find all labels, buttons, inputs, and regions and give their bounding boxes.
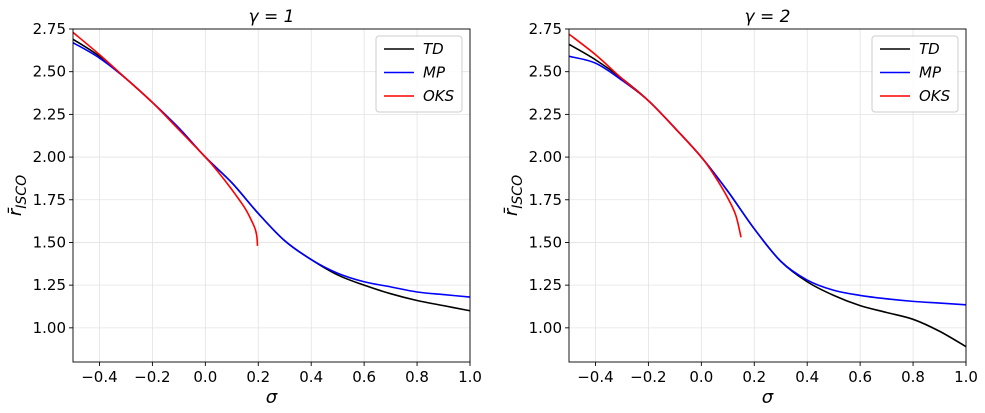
x-tick-label: 0.2 bbox=[742, 368, 766, 386]
legend: TD MP OKS bbox=[871, 35, 959, 113]
legend-label-mp: MP bbox=[919, 64, 942, 82]
axes-frame bbox=[72, 28, 471, 363]
y-tick-label: 1.50 bbox=[529, 233, 562, 251]
y-tick-label: 2.50 bbox=[529, 63, 562, 81]
chart-title: γ = 1 bbox=[249, 7, 295, 27]
x-tick-label: 0.8 bbox=[405, 368, 429, 386]
legend-label-td: TD bbox=[423, 40, 444, 58]
y-tick-label: 2.25 bbox=[33, 105, 66, 123]
legend-box bbox=[375, 35, 463, 113]
x-tick-label: 0.0 bbox=[193, 368, 217, 386]
y-tick-label: 1.00 bbox=[529, 319, 562, 337]
y-tick-label: 1.75 bbox=[529, 191, 562, 209]
series-line-oks bbox=[73, 31, 259, 246]
series-line-oks bbox=[569, 33, 742, 238]
x-tick-label: −0.2 bbox=[630, 368, 666, 386]
legend: TD MP OKS bbox=[375, 35, 463, 113]
axes-frame bbox=[568, 28, 967, 363]
y-axis-label-main: r̄ bbox=[5, 207, 26, 216]
legend-label-td: TD bbox=[919, 40, 940, 58]
x-tick-label: 1.0 bbox=[954, 368, 978, 386]
legend-box bbox=[871, 35, 959, 113]
y-axis-label-subscript: ISCO bbox=[14, 175, 30, 209]
y-tick-label: 1.75 bbox=[33, 191, 66, 209]
y-tick-label: 2.50 bbox=[33, 63, 66, 81]
y-axis-label-subscript: ISCO bbox=[510, 175, 526, 209]
y-axis-label-main: r̄ bbox=[501, 207, 522, 216]
x-axis-label: σ bbox=[762, 387, 774, 408]
x-tick-label: 0.8 bbox=[901, 368, 925, 386]
x-tick-label: 0.4 bbox=[795, 368, 819, 386]
x-axis-label: σ bbox=[266, 387, 278, 408]
y-tick-label: 1.25 bbox=[529, 276, 562, 294]
x-tick-label: 0.6 bbox=[352, 368, 376, 386]
y-tick-label: 2.75 bbox=[33, 20, 66, 38]
series-group bbox=[569, 33, 966, 348]
y-axis-label: r̄ISCO bbox=[5, 175, 30, 216]
legend-label-oks: OKS bbox=[423, 87, 455, 105]
x-tick-label: 0.6 bbox=[848, 368, 872, 386]
x-tick-label: 1.0 bbox=[458, 368, 482, 386]
y-axis-label: r̄ISCO bbox=[501, 175, 526, 216]
x-tick-label: −0.2 bbox=[134, 368, 170, 386]
chart-title: γ = 2 bbox=[745, 7, 791, 27]
legend-label-mp: MP bbox=[423, 64, 446, 82]
y-tick-label: 1.50 bbox=[33, 233, 66, 251]
x-tick-label: 0.0 bbox=[689, 368, 713, 386]
series-group bbox=[73, 31, 470, 312]
y-tick-label: 2.75 bbox=[529, 20, 562, 38]
x-tick-label: −0.4 bbox=[577, 368, 613, 386]
y-tick-label: 1.25 bbox=[33, 276, 66, 294]
y-tick-label: 2.25 bbox=[529, 105, 562, 123]
y-tick-label: 2.00 bbox=[529, 148, 562, 166]
y-tick-label: 2.00 bbox=[33, 148, 66, 166]
x-tick-label: −0.4 bbox=[81, 368, 117, 386]
legend-label-oks: OKS bbox=[919, 87, 951, 105]
panel-gamma-1: −0.4 −0.2 0.0 0.2 0.4 0.6 0.8 1.0 1.00 1.25 1.50 1.… bbox=[5, 7, 482, 408]
panel-gamma-2: −0.4 −0.2 0.0 0.2 0.4 0.6 0.8 1.0 1.00 1.25 1.50 1.… bbox=[501, 7, 978, 408]
x-tick-label: 0.4 bbox=[299, 368, 323, 386]
x-tick-label: 0.2 bbox=[246, 368, 270, 386]
y-tick-label: 1.00 bbox=[33, 319, 66, 337]
